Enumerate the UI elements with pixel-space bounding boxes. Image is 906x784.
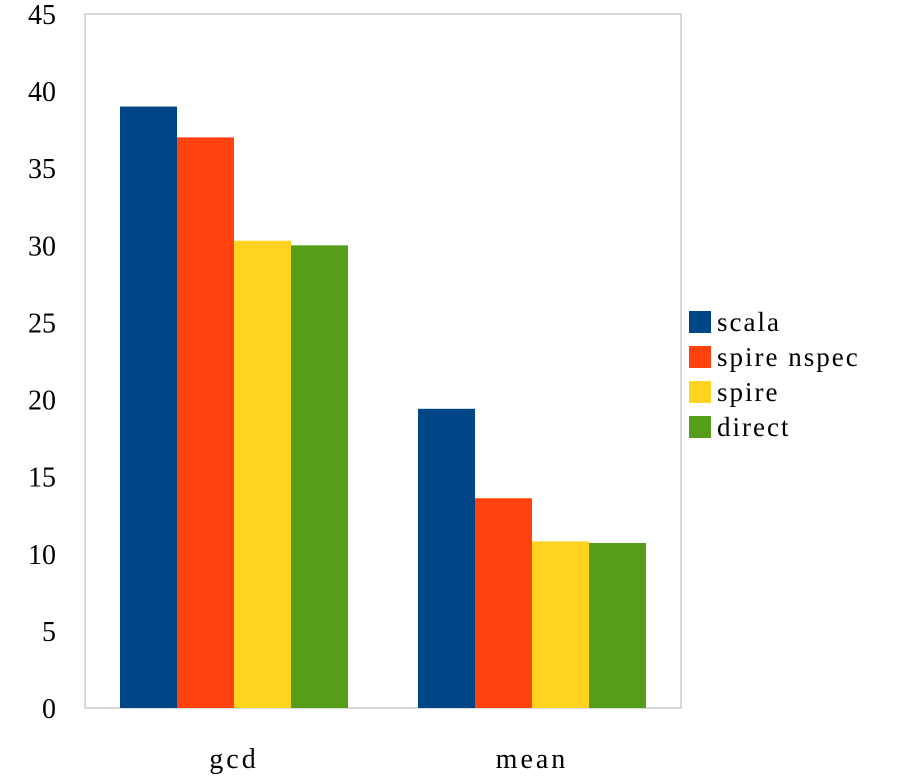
- bar-spire-mean: [532, 541, 589, 708]
- x-category-label: gcd: [209, 744, 258, 775]
- bar-direct-gcd: [291, 245, 348, 709]
- y-tick-label: 10: [28, 540, 56, 571]
- legend-swatch: [689, 416, 711, 438]
- legend-label: spire nspec: [717, 342, 860, 372]
- legend-label: spire: [717, 377, 779, 407]
- y-tick-label: 35: [28, 154, 56, 185]
- legend-label: scala: [717, 307, 781, 337]
- legend-swatch: [689, 346, 711, 368]
- legend: scala spire nspec spire direct: [689, 307, 860, 442]
- legend-swatch: [689, 311, 711, 333]
- legend-label: direct: [717, 412, 790, 442]
- y-tick-label: 15: [28, 463, 56, 494]
- y-tick-label: 30: [28, 231, 56, 262]
- bar-spire-nspec-mean: [475, 498, 532, 708]
- y-tick-label: 20: [28, 386, 56, 417]
- bar-scala-gcd: [120, 106, 177, 709]
- plot-area-frame: [84, 13, 682, 709]
- bar-direct-mean: [589, 542, 646, 708]
- bar-scala-mean: [418, 408, 475, 708]
- x-category-label: mean: [496, 744, 569, 775]
- y-axis: 0 5 10 15 20 25 30 35 40 45: [28, 0, 56, 725]
- y-tick-label: 45: [28, 0, 56, 31]
- legend-swatch: [689, 381, 711, 403]
- y-tick-label: 40: [28, 77, 56, 108]
- bar-spire-gcd: [234, 240, 291, 708]
- y-tick-label: 25: [28, 308, 56, 339]
- y-tick-label: 5: [42, 617, 56, 648]
- y-tick-label: 0: [42, 694, 56, 725]
- bars-group: [120, 106, 646, 709]
- bar-spire-nspec-gcd: [177, 137, 234, 708]
- x-axis: gcd mean: [209, 744, 569, 775]
